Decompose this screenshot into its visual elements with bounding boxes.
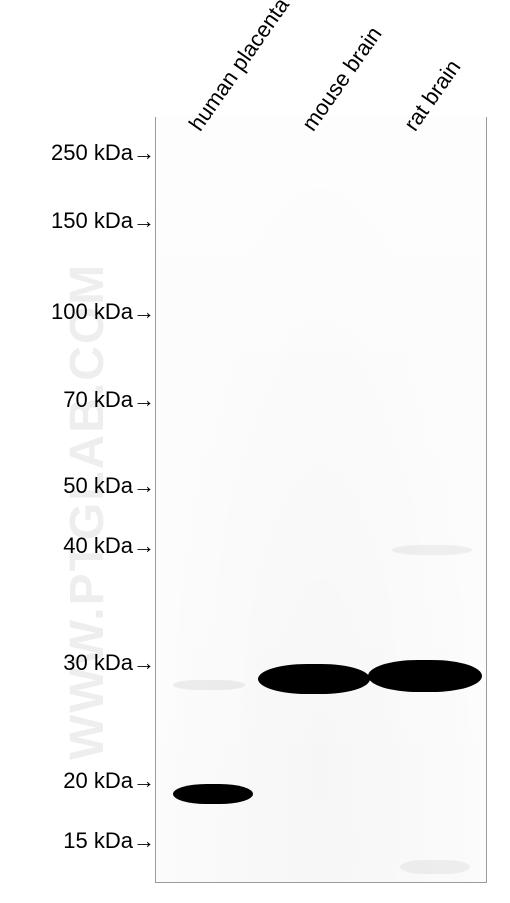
marker-1: 150 kDa→ [0, 208, 155, 234]
arrow-icon: → [133, 650, 155, 676]
marker-3: 70 kDa→ [0, 387, 155, 413]
watermark-text: WWW.PTGLAB.COM [60, 263, 115, 760]
band-human-placenta-19kda [173, 784, 253, 804]
marker-8: 15 kDa→ [0, 828, 155, 854]
marker-2: 100 kDa→ [0, 299, 155, 325]
faint-band-2 [400, 860, 470, 874]
marker-5-label: 40 kDa [63, 533, 133, 558]
arrow-icon: → [133, 140, 155, 166]
band-rat-brain-28kda [368, 660, 482, 692]
arrow-icon: → [133, 768, 155, 794]
marker-6-label: 30 kDa [63, 650, 133, 675]
marker-7-label: 20 kDa [63, 768, 133, 793]
marker-4: 50 kDa→ [0, 473, 155, 499]
blot-membrane [155, 117, 487, 883]
marker-4-label: 50 kDa [63, 473, 133, 498]
marker-3-label: 70 kDa [63, 387, 133, 412]
arrow-icon: → [133, 828, 155, 854]
lane-label-0: human placenta [184, 0, 295, 136]
western-blot-figure: WWW.PTGLAB.COM human placenta mouse brai… [0, 0, 510, 903]
arrow-icon: → [133, 387, 155, 413]
marker-2-label: 100 kDa [51, 299, 133, 324]
band-mouse-brain-28kda [258, 664, 370, 694]
marker-5: 40 kDa→ [0, 533, 155, 559]
marker-7: 20 kDa→ [0, 768, 155, 794]
faint-band-0 [173, 680, 245, 690]
blot-shading [156, 117, 486, 882]
arrow-icon: → [133, 208, 155, 234]
arrow-icon: → [133, 473, 155, 499]
marker-6: 30 kDa→ [0, 650, 155, 676]
arrow-icon: → [133, 533, 155, 559]
marker-8-label: 15 kDa [63, 828, 133, 853]
arrow-icon: → [133, 299, 155, 325]
marker-0-label: 250 kDa [51, 140, 133, 165]
faint-band-1 [392, 545, 472, 555]
marker-0: 250 kDa→ [0, 140, 155, 166]
marker-1-label: 150 kDa [51, 208, 133, 233]
